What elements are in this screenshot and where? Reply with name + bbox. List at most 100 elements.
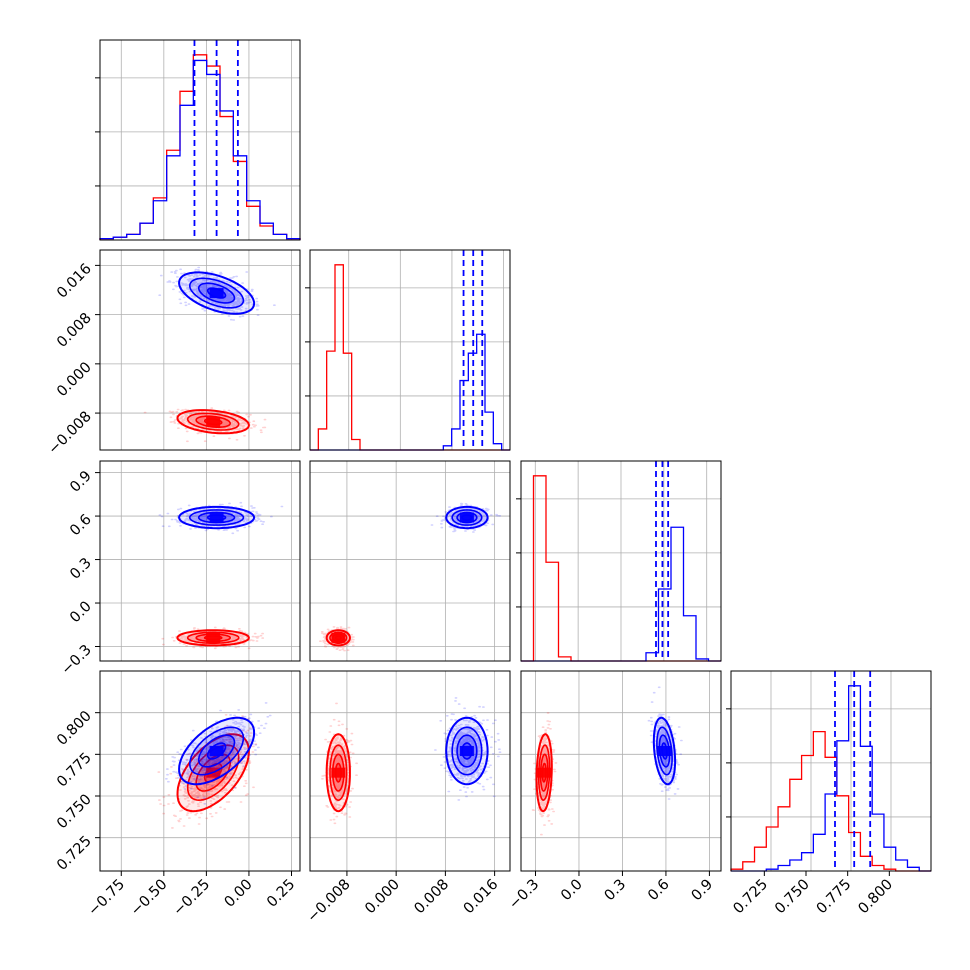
panel-content <box>143 266 276 443</box>
y-tick-label: 0.008 <box>54 310 95 351</box>
contour-line <box>197 734 236 768</box>
x-tick-label: −0.25 <box>170 877 213 920</box>
y-tick-label: 0.725 <box>54 833 95 874</box>
scatter-panel-3-1 <box>309 670 511 872</box>
scatter-panel-1-0 <box>99 249 301 451</box>
panel-content <box>157 702 272 829</box>
contour-line <box>539 753 549 792</box>
scatter-panel-3-2 <box>520 670 722 872</box>
panel-content <box>321 697 502 825</box>
contour-line <box>178 716 256 786</box>
density-peak <box>657 746 672 756</box>
hist-panel-1 <box>305 249 511 451</box>
contour-line <box>195 633 232 643</box>
x-tick-label: 0.008 <box>412 877 453 918</box>
hist-panel-2 <box>516 460 722 662</box>
y-tick-label: 0.800 <box>54 708 95 749</box>
hist-frame <box>730 670 932 872</box>
scatter-frame <box>99 460 301 662</box>
y-tick-label: 0.3 <box>67 555 95 583</box>
contour-line <box>332 753 345 792</box>
x-tick-label: 0.750 <box>772 877 813 918</box>
y-tick-label: 0.016 <box>54 261 95 302</box>
x-tick-label: 0.725 <box>730 877 771 918</box>
contour-line <box>656 726 673 776</box>
contour-line <box>178 271 256 315</box>
scatter-panel-2-1 <box>309 460 511 662</box>
density-peak <box>206 416 221 427</box>
contour-line <box>451 726 483 776</box>
density-peak <box>209 512 224 523</box>
hist-frame <box>309 249 511 451</box>
y-tick-label: −0.3 <box>59 642 95 678</box>
x-tick-label: 0.25 <box>264 877 298 911</box>
hist-step-blue <box>731 685 931 872</box>
contour-line <box>176 629 250 647</box>
hist-step-red <box>99 54 301 240</box>
panel-content <box>158 501 284 650</box>
density-peak <box>206 632 221 643</box>
contour-line <box>195 415 231 428</box>
x-tick-label: 0.000 <box>362 877 403 918</box>
panel-content <box>319 502 502 652</box>
density-peak <box>331 632 346 643</box>
scatter-frame <box>309 670 511 872</box>
hist-step-red <box>730 731 931 872</box>
contour-line <box>186 631 240 644</box>
x-tick-label: 0.00 <box>222 877 256 911</box>
y-tick-label: 0.0 <box>67 599 95 627</box>
x-tick-label: −0.3 <box>506 877 542 913</box>
x-tick-label: 0.3 <box>602 877 630 905</box>
x-tick-label: 0.6 <box>645 877 673 905</box>
y-tick-label: 0.6 <box>67 512 95 540</box>
panel-content <box>531 686 683 836</box>
contour-line <box>451 509 483 526</box>
contour-line <box>206 742 227 760</box>
contour-line <box>178 505 256 530</box>
y-tick-label: 0.000 <box>54 359 95 400</box>
scatter-frame <box>99 249 301 451</box>
y-tick-label: 0.9 <box>67 468 95 496</box>
scatter-panel-2-0 <box>99 460 301 662</box>
hist-frame <box>99 39 301 241</box>
contour-line <box>538 744 551 802</box>
density-peak <box>331 767 346 778</box>
contour-line <box>188 726 245 776</box>
density-peak <box>537 767 552 778</box>
hist-step-red <box>310 264 510 451</box>
hist-panel-3 <box>726 670 932 872</box>
hist-step-blue <box>310 333 510 451</box>
x-tick-label: −0.75 <box>85 877 128 920</box>
y-tick-label: 0.750 <box>54 792 95 833</box>
contour-line <box>186 412 240 431</box>
contour-line <box>176 409 250 435</box>
contour-line <box>325 629 351 647</box>
density-peak <box>459 512 474 523</box>
x-tick-label: 0.016 <box>461 877 502 918</box>
hist-panel-0 <box>95 39 301 241</box>
scatter-panel-3-0 <box>99 670 301 872</box>
x-tick-label: −0.008 <box>304 877 353 926</box>
x-tick-label: 0.9 <box>689 877 717 905</box>
contour-line <box>445 716 489 786</box>
y-tick-label: 0.775 <box>54 750 95 791</box>
y-tick-label: −0.008 <box>46 409 95 458</box>
contour-line <box>197 511 236 524</box>
density-peak <box>209 288 224 299</box>
x-tick-label: 0.0 <box>558 877 586 905</box>
contour-line <box>329 744 348 802</box>
contour-line <box>535 733 553 813</box>
contour-line <box>189 277 245 309</box>
x-tick-label: 0.775 <box>814 877 855 918</box>
density-peak <box>459 746 474 756</box>
density-peak <box>209 746 224 756</box>
contour-line <box>197 282 236 304</box>
x-tick-label: −0.50 <box>128 877 171 920</box>
scatter-frame <box>520 670 722 872</box>
scatter-frame <box>309 460 511 662</box>
contour-line <box>325 733 351 813</box>
hist-frame <box>520 460 722 662</box>
hist-step-blue <box>99 59 301 240</box>
contour-line <box>658 734 671 768</box>
